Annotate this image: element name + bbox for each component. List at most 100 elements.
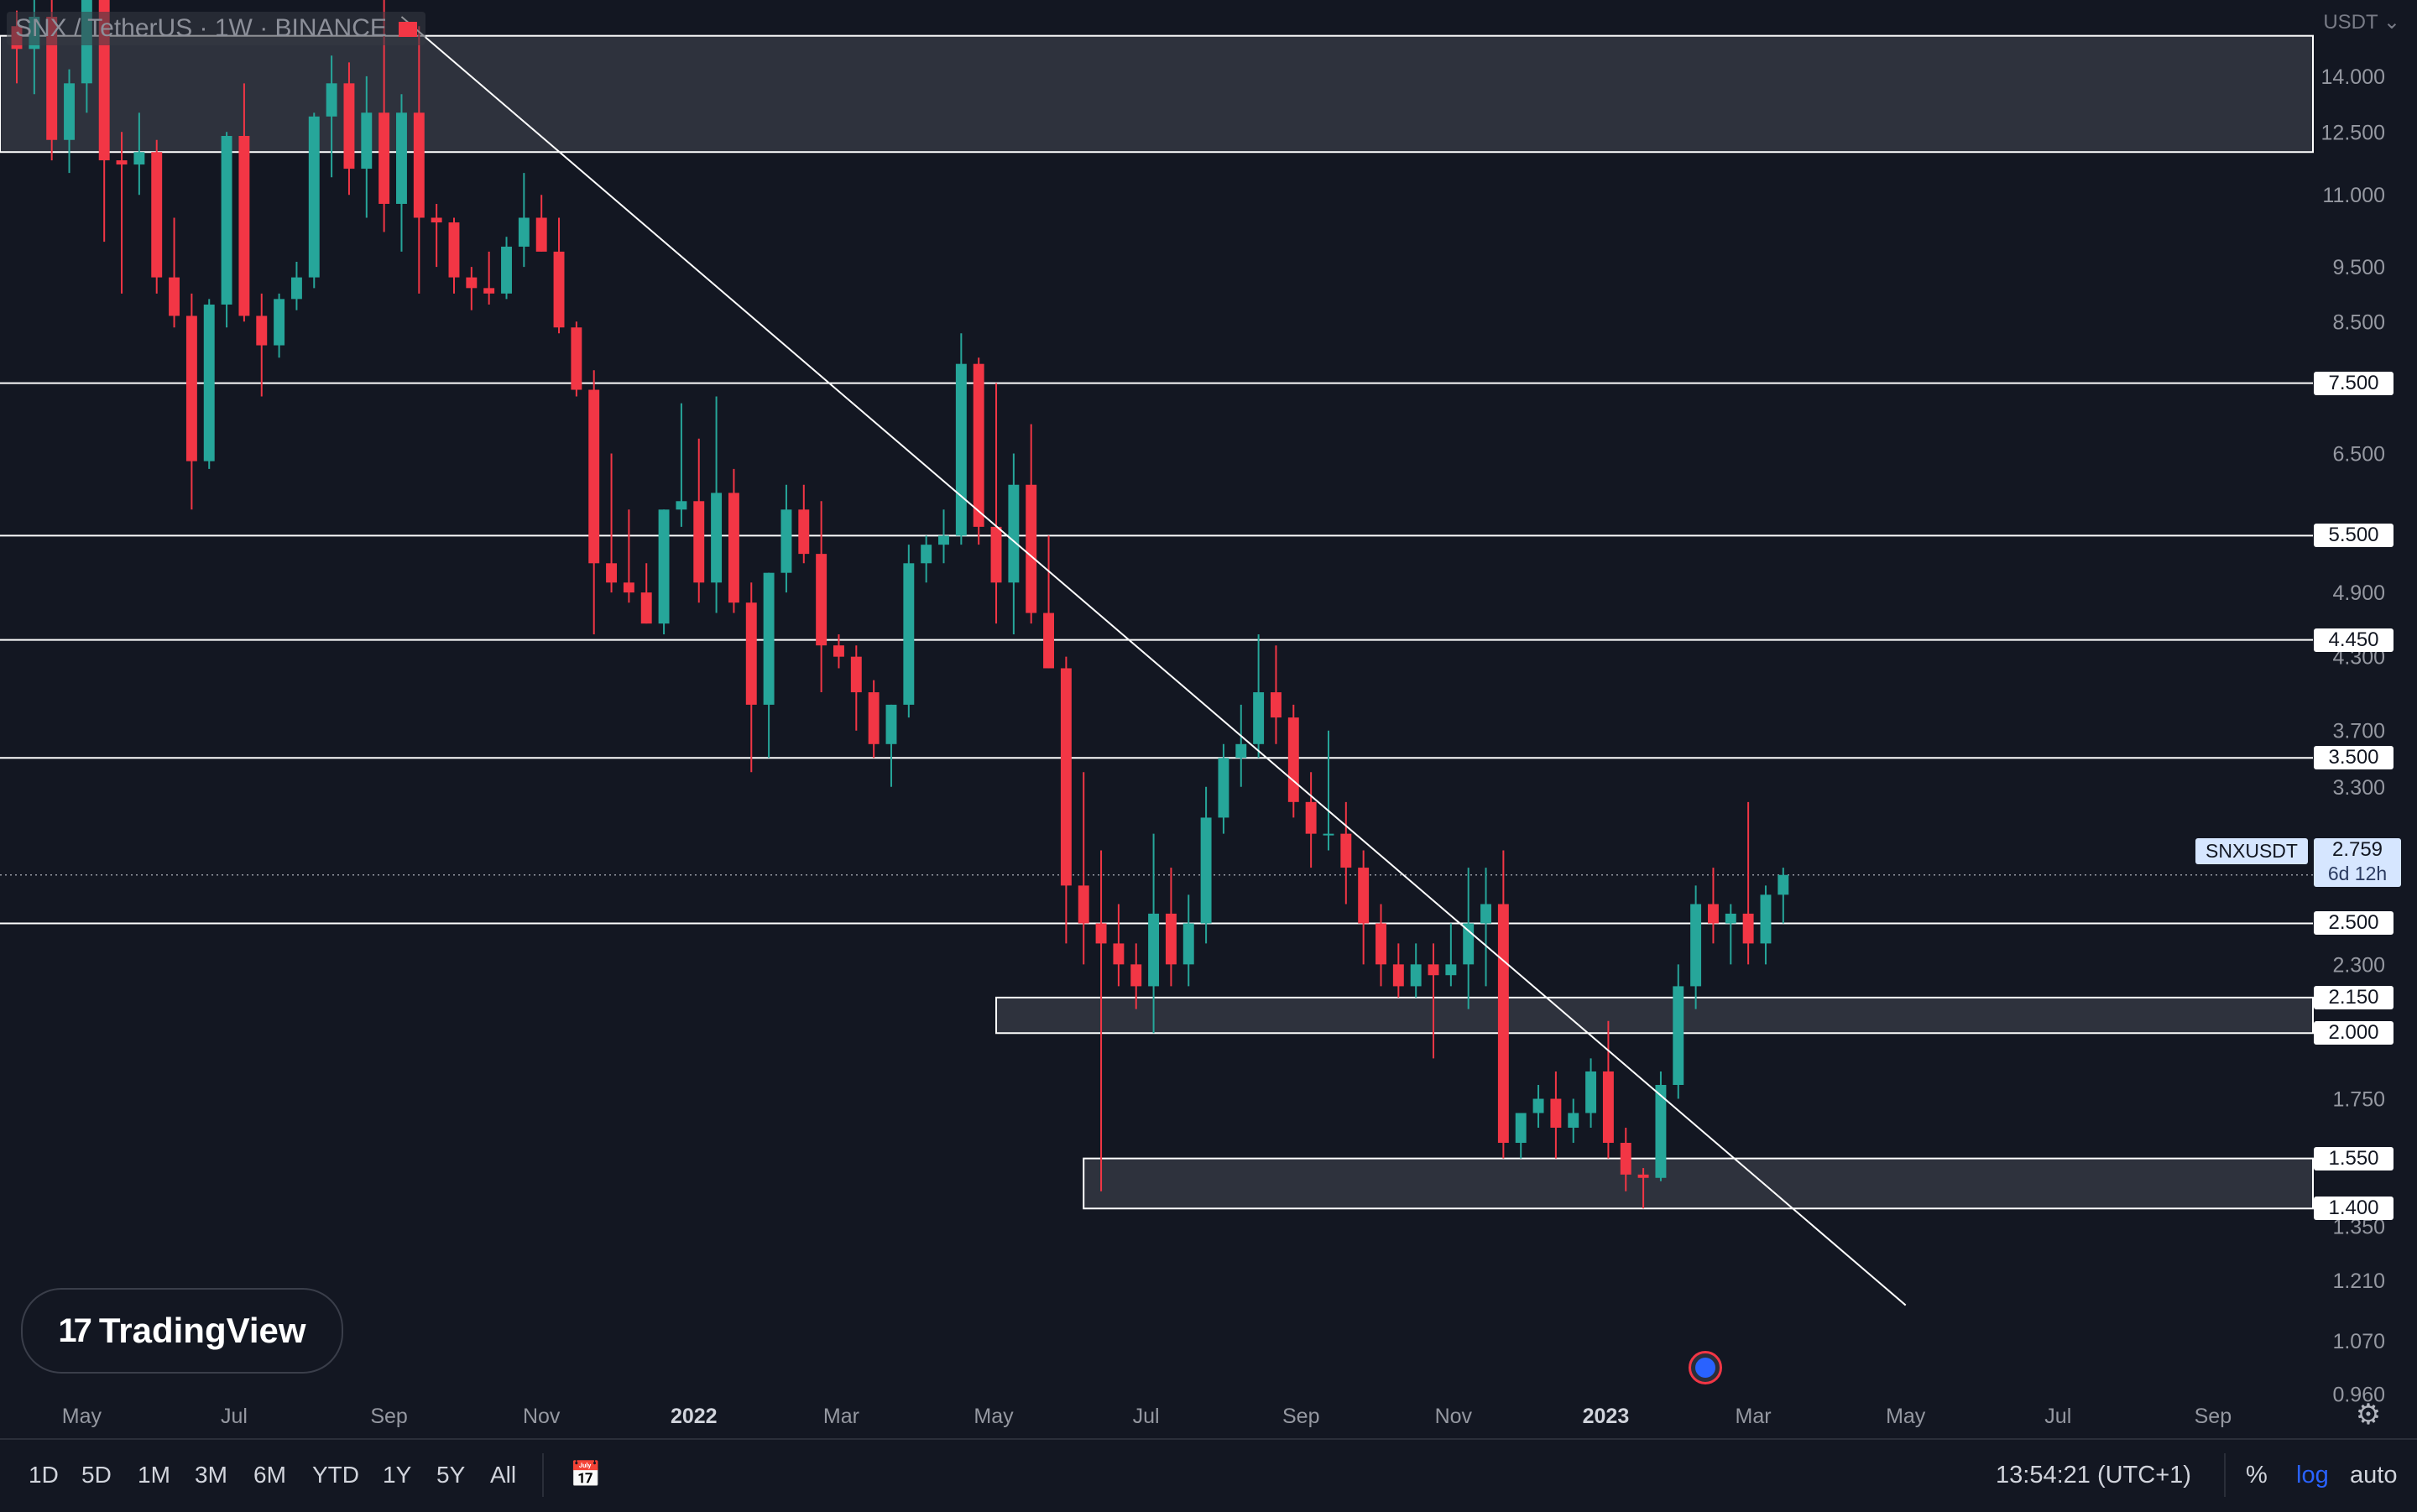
candle	[1673, 964, 1684, 1099]
candle-body	[676, 501, 687, 510]
time-axis-label: Jul	[2044, 1405, 2071, 1428]
range-button-5d[interactable]: 5D	[78, 1458, 115, 1492]
candle-body	[1148, 913, 1160, 987]
candle-body	[623, 582, 634, 593]
tradingview-logo-text: TradingView	[98, 1311, 306, 1350]
time-axis-label: May	[62, 1405, 102, 1428]
price-axis-tick: 12.500	[2321, 121, 2385, 144]
candle-body	[1060, 668, 1072, 886]
candle-body	[938, 535, 949, 545]
candle	[623, 509, 634, 603]
candle	[676, 403, 687, 527]
candle	[1515, 1113, 1527, 1159]
percent-toggle[interactable]: %	[2246, 1462, 2268, 1489]
time-axis-label: Sep	[2195, 1405, 2232, 1428]
candle	[885, 704, 897, 787]
candle-body	[1515, 1113, 1527, 1144]
candle-body	[1550, 1098, 1562, 1128]
current-price-tag: 2.759 6d 12h	[2314, 838, 2401, 887]
range-button-1m[interactable]: 1M	[134, 1458, 174, 1492]
range-button-ytd[interactable]: YTD	[309, 1458, 363, 1492]
level-price-tag-7-500: 7.500	[2314, 371, 2394, 395]
log-toggle[interactable]: log	[2296, 1462, 2329, 1489]
candle	[308, 112, 320, 289]
currency-selector[interactable]: USDT ⌄	[2323, 10, 2400, 34]
range-button-5y[interactable]: 5Y	[433, 1458, 468, 1492]
candle	[1305, 772, 1317, 868]
candle	[588, 370, 600, 635]
candle	[1165, 868, 1177, 987]
current-symbol-label: SNXUSDT	[2195, 838, 2308, 864]
us-flag-event-icon[interactable]	[1689, 1351, 1722, 1384]
clock-timezone[interactable]: 13:54:21 (UTC+1)	[1996, 1462, 2191, 1489]
range-button-1d[interactable]: 1D	[25, 1458, 62, 1492]
candle-body	[1392, 964, 1404, 987]
price-axis-tick: 9.500	[2332, 256, 2385, 279]
calendar-icon[interactable]: 📅	[570, 1461, 602, 1489]
price-axis-tick: 11.000	[2322, 184, 2385, 207]
candle-body	[1707, 904, 1719, 924]
candle	[1253, 634, 1265, 759]
time-axis-label: May	[974, 1405, 1014, 1428]
candle	[816, 501, 827, 693]
price-chart[interactable]: 14.000 12.500 11.000 9.500 8.500 7.500 6.500 5.…	[0, 0, 2417, 1438]
candle-body	[396, 112, 407, 204]
range-button-all[interactable]: All	[487, 1458, 519, 1492]
candle-body	[221, 136, 232, 305]
current-price-value: 2.759	[2331, 838, 2383, 861]
symbol-title[interactable]: SNX / TetherUS · 1W · BINANCE	[7, 12, 425, 45]
candle	[413, 26, 425, 294]
candle-body	[711, 493, 723, 583]
candle-body	[833, 645, 844, 657]
candle	[658, 509, 670, 635]
candle	[1182, 894, 1194, 987]
candle	[501, 237, 512, 300]
candle	[990, 383, 1002, 624]
range-button-6m[interactable]: 6M	[250, 1458, 290, 1492]
candle-body	[955, 363, 967, 536]
range-button-3m[interactable]: 3M	[191, 1458, 231, 1492]
candle	[1026, 424, 1037, 624]
candle-body	[1182, 923, 1194, 965]
candle	[151, 139, 163, 294]
candle	[326, 55, 337, 178]
candle	[256, 293, 268, 397]
candle-body	[1760, 894, 1772, 944]
level-price-tag-2-000: 2.000	[2314, 1021, 2394, 1045]
auto-toggle[interactable]: auto	[2350, 1462, 2398, 1489]
candle	[606, 453, 618, 593]
price-axis-tick: 1.750	[2332, 1088, 2385, 1112]
level-price-tag-1-400: 1.400	[2314, 1197, 2394, 1221]
candle	[693, 438, 705, 603]
candle-body	[343, 83, 355, 169]
candle-body	[501, 246, 512, 294]
candle	[903, 545, 915, 718]
candle-body	[1078, 885, 1089, 924]
range-button-1y[interactable]: 1Y	[379, 1458, 415, 1492]
candle	[431, 203, 442, 268]
gear-icon[interactable]: ⚙	[2355, 1399, 2382, 1431]
candle	[1602, 1020, 1614, 1159]
candle	[640, 563, 652, 624]
price-axis-tick: 6.500	[2332, 443, 2385, 467]
candle	[64, 69, 75, 174]
time-axis-label: Mar	[823, 1405, 859, 1428]
candle-body	[1637, 1174, 1649, 1178]
symbol-title-text: SNX / TetherUS · 1W · BINANCE	[15, 14, 387, 42]
candle	[1200, 786, 1212, 944]
candle	[535, 195, 547, 252]
candle	[1270, 645, 1282, 744]
price-axis-tick: 0.960	[2332, 1383, 2385, 1406]
time-axis-label: Nov	[1435, 1405, 1473, 1428]
candle	[1707, 868, 1719, 944]
candle	[1235, 704, 1247, 787]
tradingview-logo[interactable]: 17 TradingView	[21, 1288, 343, 1374]
candle-body	[903, 563, 915, 705]
candle	[169, 217, 180, 328]
candle-body	[46, 17, 58, 140]
time-axis-label: Jul	[221, 1405, 248, 1428]
level-price-tag-2-150: 2.150	[2314, 985, 2394, 1009]
candle	[448, 217, 460, 294]
candle-body	[116, 160, 128, 165]
candle-body	[553, 251, 565, 328]
